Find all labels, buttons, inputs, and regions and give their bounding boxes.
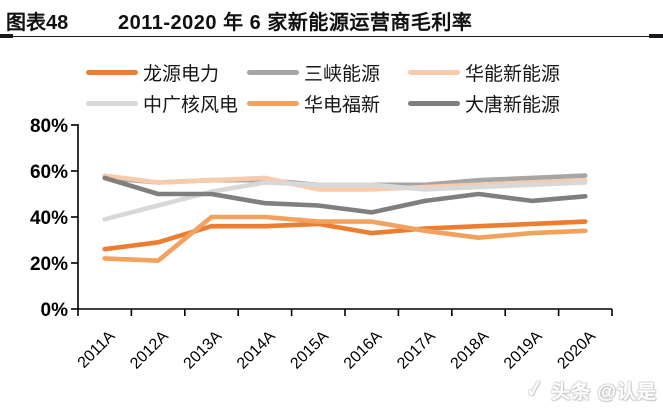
axes: [77, 124, 612, 310]
x-axis-label: 2015A: [287, 328, 332, 373]
watermark: ✓ 头条 @认是: [523, 374, 657, 405]
legend-swatch: [408, 70, 460, 75]
legend-item: 三峡能源: [247, 57, 408, 88]
watermark-check-icon: ✓: [523, 374, 547, 405]
series-line-龙源电力: [102, 219, 588, 252]
legend-label: 大唐新能源: [465, 95, 561, 116]
legend-item: 中广核风电: [86, 88, 247, 119]
legend-item: 龙源电力: [86, 57, 247, 88]
legend-swatch: [247, 101, 299, 106]
x-axis-label: 2016A: [341, 328, 386, 373]
header-rule-left-cap: [0, 34, 13, 38]
y-axis-label: 20%: [30, 254, 68, 275]
x-axis-label: 2011A: [75, 328, 119, 372]
chart-legend: 龙源电力 三峡能源 华能新能源中广核风电 华电福新 大唐新能源: [86, 57, 583, 119]
header-rule-right-cap: [649, 34, 663, 38]
legend-item: 大唐新能源: [408, 88, 583, 119]
header-rule: [0, 34, 663, 38]
x-axis-label: 2013A: [181, 328, 226, 373]
legend-label: 龙源电力: [143, 64, 220, 85]
legend-swatch: [408, 101, 460, 106]
legend-label: 华能新能源: [465, 64, 561, 85]
y-axis-label: 60%: [30, 162, 68, 183]
x-axis-label: 2012A: [127, 328, 172, 373]
y-axis-label: 0%: [41, 300, 69, 321]
y-axis-label: 80%: [30, 116, 68, 137]
x-axis-label: 2017A: [394, 328, 439, 373]
legend-label: 华电福新: [304, 95, 381, 116]
watermark-text: 头条 @认是: [551, 382, 657, 403]
series-line-华电福新: [102, 214, 588, 264]
series-line-中广核风电: [102, 180, 588, 222]
legend-swatch: [86, 70, 138, 75]
x-axis-label: 2014A: [234, 328, 279, 373]
x-axis-label: 2019A: [501, 328, 546, 373]
legend-swatch: [247, 70, 299, 75]
series-line-大唐新能源: [102, 175, 588, 215]
x-axis-label: 2018A: [448, 328, 493, 373]
figure-label: 图表48: [6, 12, 69, 34]
legend-item: 华能新能源: [408, 57, 583, 88]
y-axis-label: 40%: [30, 208, 68, 229]
legend-label: 三峡能源: [304, 64, 381, 85]
figure-header: 图表48 2011-2020 年 6 家新能源运营商毛利率: [0, 6, 663, 34]
x-axis-label: 2020A: [554, 328, 599, 373]
legend-label: 中广核风电: [143, 95, 239, 116]
figure-title: 2011-2020 年 6 家新能源运营商毛利率: [118, 12, 473, 34]
legend-item: 华电福新: [247, 88, 408, 119]
legend-swatch: [86, 101, 138, 106]
